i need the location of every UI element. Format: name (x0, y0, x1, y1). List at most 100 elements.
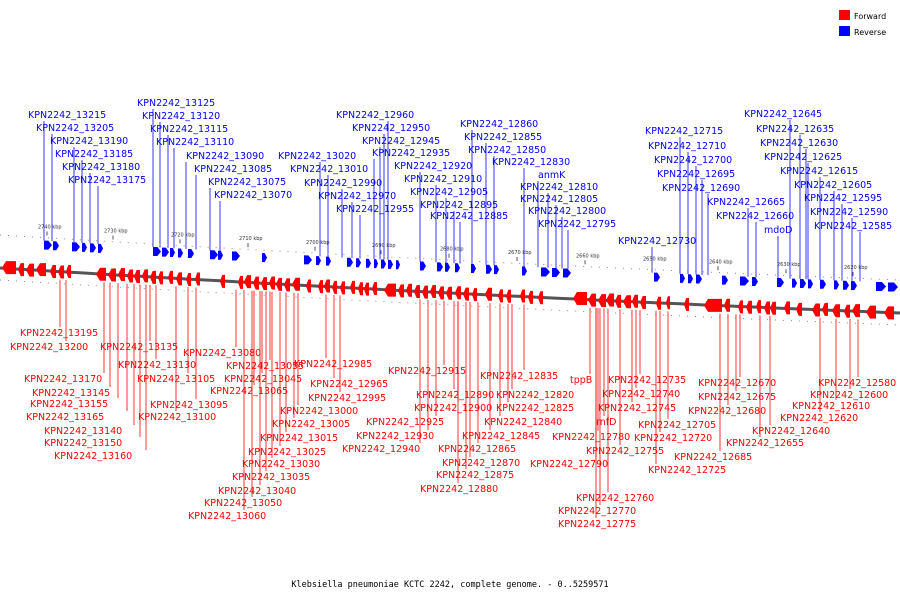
reverse-gene-label: KPN2242_12960 (336, 110, 414, 121)
reverse-gene-label: KPN2242_13110 (156, 137, 234, 148)
reverse-gene-arrow (210, 250, 218, 260)
forward-gene-arrow (738, 300, 743, 314)
tick-label: 2670 kbp (508, 250, 532, 256)
forward-gene-label: KPN2242_12880 (420, 484, 498, 495)
forward-gene-label: KPN2242_12915 (388, 366, 466, 377)
forward-gene-label: KPN2242_13005 (272, 419, 350, 430)
forward-gene-arrow (422, 285, 428, 299)
forward-gene-arrow (852, 304, 860, 318)
reverse-gene-arrow (777, 278, 784, 288)
reverse-gene-label: KPN2242_13205 (36, 123, 114, 134)
reverse-gene-arrow (374, 259, 378, 269)
forward-gene-label: KPN2242_12760 (576, 493, 654, 504)
forward-gene-arrow (866, 305, 876, 319)
forward-gene-label: KPN2242_13155 (30, 399, 108, 410)
reverse-gene-label: KPN2242_12625 (764, 152, 842, 163)
reverse-gene-arrow (486, 264, 492, 274)
reverse-gene-label: KPN2242_12690 (662, 183, 740, 194)
forward-gene-arrow (350, 280, 355, 294)
forward-gene-arrow (384, 283, 396, 297)
reverse-gene-label: KPN2242_12645 (744, 109, 822, 120)
forward-gene-label: KPN2242_13105 (137, 374, 215, 385)
forward-gene-arrow (623, 295, 631, 309)
forward-gene-arrow (684, 298, 689, 312)
reverse-gene-arrow (44, 240, 52, 250)
forward-gene-label: KPN2242_13160 (54, 451, 132, 462)
gene-labels: KPN2242_13215 KPN2242_13205 KPN2242_13190 K… (10, 98, 896, 530)
reverse-gene-arrow (90, 243, 96, 253)
forward-gene-label: KPN2242_13035 (232, 472, 310, 483)
forward-gene-arrow (158, 271, 163, 285)
reverse-track-guide (0, 234, 900, 281)
reverse-gene-label: mdoD (764, 225, 792, 236)
reverse-gene-label: KPN2242_12715 (645, 126, 723, 137)
forward-gene-arrow (332, 280, 337, 294)
reverse-gene-arrow (834, 280, 839, 290)
reverse-gene-arrow (800, 278, 806, 288)
forward-gene-arrow (446, 286, 452, 300)
reverse-gene-arrow (552, 267, 560, 277)
map-caption: Klebsiella pneumoniae KCTC 2242, complet… (291, 580, 608, 590)
forward-gene-arrow (96, 267, 106, 281)
reverse-gene-label: KPN2242_12710 (648, 141, 726, 152)
forward-gene-arrow (364, 282, 369, 296)
reverse-gene-arrow (654, 272, 660, 282)
forward-gene-arrow (238, 275, 243, 289)
forward-gene-arrow (118, 268, 125, 282)
forward-gene-label: KPN2242_13150 (44, 438, 122, 449)
forward-gene-label: KPN2242_12865 (438, 444, 516, 455)
forward-gene-arrow (764, 301, 770, 315)
forward-gene-label: KPN2242_13030 (242, 459, 320, 470)
reverse-gene-label: KPN2242_13190 (50, 136, 128, 147)
forward-gene-label: KPN2242_12675 (698, 392, 776, 403)
reverse-gene-arrow (396, 260, 400, 270)
reverse-gene-arrow (888, 282, 898, 292)
legend-reverse-swatch (839, 26, 850, 36)
reverse-gene-arrow (304, 255, 312, 265)
gene-features (2, 240, 898, 320)
forward-gene-arrow (108, 268, 116, 282)
reverse-gene-label: KPN2242_13010 (290, 164, 368, 175)
reverse-gene-arrow (178, 248, 183, 258)
tick-label: 2640 kbp (709, 259, 733, 265)
forward-gene-arrow (598, 294, 606, 308)
forward-gene-label: KPN2242_12900 (414, 403, 492, 414)
reverse-gene-arrow (153, 247, 161, 257)
forward-gene-arrow (430, 284, 436, 298)
forward-gene-label: KPN2242_13195 (20, 328, 98, 339)
forward-gene-arrow (884, 306, 894, 320)
forward-gene-arrow (18, 263, 24, 277)
reverse-gene-label: KPN2242_12630 (760, 138, 838, 149)
forward-gene-arrow (784, 301, 790, 315)
reverse-gene-label: KPN2242_12810 (520, 182, 598, 193)
forward-gene-label: KPN2242_13145 (32, 388, 110, 399)
reverse-gene-arrow (843, 280, 849, 290)
forward-gene-arrow (812, 303, 820, 317)
forward-gene-label: KPN2242_12845 (462, 431, 540, 442)
reverse-gene-arrow (820, 279, 826, 289)
forward-gene-label: KPN2242_12985 (294, 359, 372, 370)
reverse-gene-arrow (722, 275, 728, 285)
reverse-gene-arrow (455, 263, 460, 273)
forward-gene-label: KPN2242_12610 (792, 401, 870, 412)
reverse-gene-arrow (218, 250, 223, 260)
forward-gene-arrow (414, 285, 420, 299)
reverse-gene-label: KPN2242_12605 (794, 180, 872, 191)
reverse-gene-arrow (808, 279, 813, 289)
forward-gene-label: KPN2242_12965 (310, 379, 388, 390)
forward-gene-arrow (756, 300, 761, 314)
forward-gene-label: KPN2242_12825 (496, 403, 574, 414)
forward-gene-label: KPN2242_13165 (26, 412, 104, 423)
reverse-gene-label: KPN2242_12945 (362, 136, 440, 147)
forward-gene-label: KPN2242_13065 (210, 386, 288, 397)
reverse-gene-arrow (851, 281, 857, 291)
scale-ticks: 2740 kbp 2730 kbp 2720 kbp 2710 kbp 2700 kbp… (38, 225, 868, 276)
forward-gene-label: KPN2242_12755 (586, 446, 664, 457)
forward-gene-arrow (746, 300, 752, 314)
forward-gene-arrow (306, 279, 311, 293)
tick-label: 2650 kbp (643, 256, 667, 262)
reverse-gene-arrow (188, 249, 194, 259)
forward-gene-arrow (640, 296, 646, 310)
